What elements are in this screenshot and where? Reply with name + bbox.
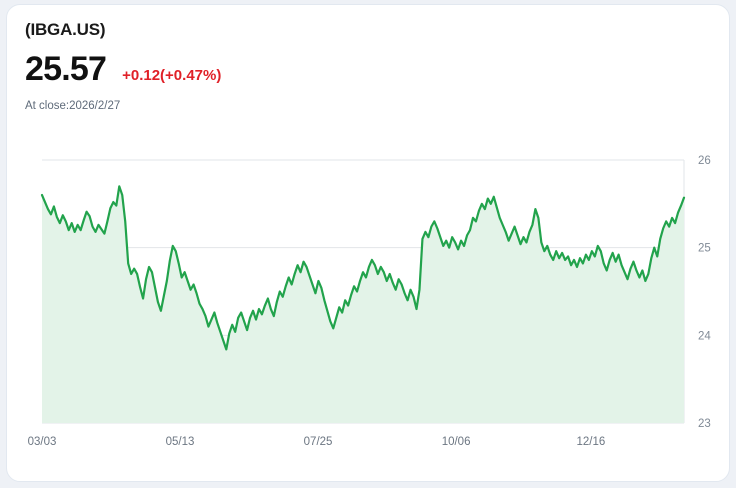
x-axis-tick-label: 03/03 — [28, 436, 57, 448]
quote-header: (IBGA.US) 25.57 +0.12(+0.47%) At close:2… — [25, 19, 711, 113]
y-axis-tick-label: 25 — [698, 243, 711, 255]
chart-line — [40, 185, 686, 351]
page-title: (IBGA.US) — [25, 20, 106, 39]
y-axis-tick-label: 23 — [698, 418, 711, 430]
chart-area-fill — [42, 186, 684, 423]
chart-y-axis-labels: 23 24 25 26 — [698, 155, 711, 430]
y-axis-tick-label: 24 — [698, 330, 711, 342]
quote-row: 25.57 +0.12(+0.47%) — [25, 51, 711, 87]
price-chart-svg[interactable]: 23 24 25 26 03/03 05/13 07/25 10/06 12/16 — [7, 141, 730, 451]
x-axis-tick-label: 10/06 — [442, 436, 471, 448]
x-axis-tick-label: 07/25 — [304, 436, 333, 448]
price-chart[interactable]: 23 24 25 26 03/03 05/13 07/25 10/06 12/16 — [7, 141, 730, 451]
y-axis-tick-label: 26 — [698, 155, 711, 167]
current-price: 25.57 — [25, 50, 107, 88]
price-change: +0.12(+0.47%) — [122, 67, 222, 84]
chart-x-axis-labels: 03/03 05/13 07/25 10/06 12/16 — [28, 436, 606, 448]
close-timestamp: At close:2026/2/27 — [25, 100, 121, 112]
stock-quote-card: (IBGA.US) 25.57 +0.12(+0.47%) At close:2… — [6, 4, 730, 482]
x-axis-tick-label: 05/13 — [166, 436, 195, 448]
x-axis-tick-label: 12/16 — [577, 436, 606, 448]
